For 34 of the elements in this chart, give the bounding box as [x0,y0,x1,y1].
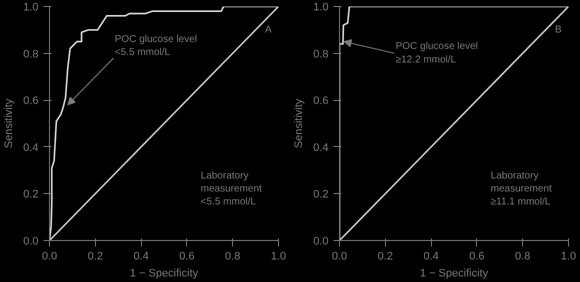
x-tick-label: 0.0 [332,250,348,262]
annotation: A [264,24,272,36]
x-tick-label: 0.4 [133,250,149,262]
x-tick-label: 0.4 [423,250,439,262]
y-tick-label: 0.4 [23,142,39,154]
x-axis-title: 1 − Specificity [130,268,199,280]
annotation: POC glucose level <5.5 mmol/L [114,34,198,58]
y-tick-label: 0.0 [23,236,39,248]
y-tick-label: 0.6 [23,95,39,108]
x-tick-label: 1.0 [560,250,576,262]
x-tick-label: 0.6 [469,250,485,262]
y-tick-label: 0.6 [313,95,329,108]
x-tick-label: 0.2 [88,250,103,262]
x-tick-label: 0.6 [179,250,195,262]
annotation: B [554,24,562,36]
x-tick-label: 1.0 [270,250,286,262]
annotation: Laboratory measurement <5.5 mmol/L [200,170,262,208]
y-tick-label: 0.4 [313,142,329,154]
y-tick-label: 1.0 [23,2,39,14]
y-tick-label: 0.2 [23,188,39,201]
annotation: Laboratory measurement ≥11.1 mmol/L [490,170,552,208]
y-tick-label: 1.0 [313,2,329,14]
y-tick-label: 0.2 [313,188,329,201]
y-axis-title: Sensitivity [293,98,306,148]
x-tick-label: 0.8 [515,250,530,262]
x-tick-label: 0.0 [42,250,58,262]
y-tick-label: 0.0 [313,236,329,248]
y-tick-label: 0.8 [313,48,329,60]
x-tick-label: 0.8 [225,250,240,262]
x-axis-title: 1 − Specificity [420,268,489,280]
x-tick-label: 0.2 [378,250,393,262]
y-tick-label: 0.8 [23,48,39,60]
annotation: POC glucose level ≥12.2 mmol/L [396,41,478,66]
y-axis-title: Sensitivity [3,98,16,148]
